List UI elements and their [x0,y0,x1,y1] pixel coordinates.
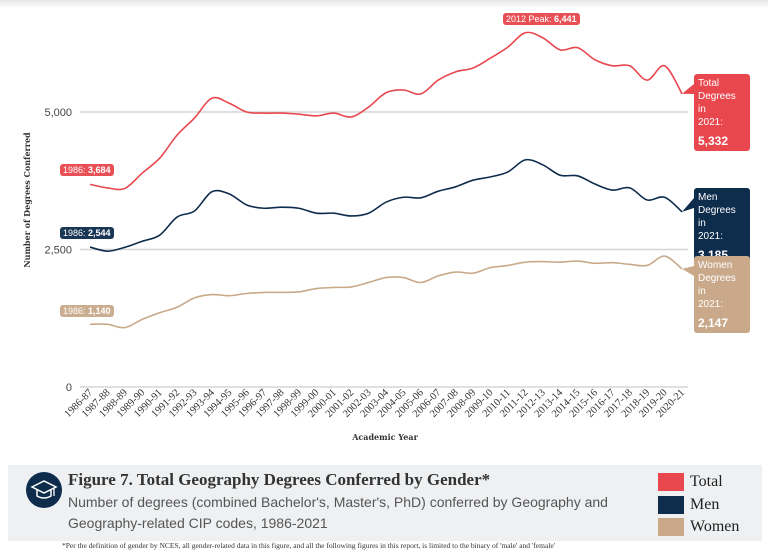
top-shade [0,0,768,8]
callout-label: Degrees in [698,273,736,297]
legend: Total Men Women [658,471,739,539]
callout-label: Degrees in [698,91,736,115]
start-women-label: 1986: 1,140 [60,305,114,317]
legend-swatch [658,473,684,492]
y-tick-label: 2,500 [44,245,72,257]
callout-label: 2021: [698,117,724,128]
start-total-label: 1986: 3,684 [60,164,114,176]
legend-swatch [658,495,684,514]
series-line-total [89,31,683,191]
callout-label: Total [698,78,720,89]
callout-pointer [682,198,694,212]
callout-label: 2021: [698,231,724,242]
series-line-women [89,255,683,329]
legend-item-men: Men [658,494,739,517]
x-axis-title: Academic Year [351,432,418,442]
end-women-callout: Women Degrees in 2021: 2,147 [694,256,750,333]
end-total-callout: Total Degrees in 2021: 5,332 [694,74,750,151]
figure-subtitle: Number of degrees (combined Bachelor's, … [68,494,608,531]
caption-panel [8,465,762,541]
legend-label: Men [690,495,720,513]
callout-label: Women [698,260,733,271]
y-tick-label: 5,000 [44,107,72,119]
end-men-callout: Men Degrees in 2021: 3,185 [694,188,750,265]
y-axis-title: Number of Degrees Conferred [22,132,32,268]
line-chart: 02,5005,0001986-871987-881988-891989-901… [22,31,694,442]
y-tick-label: 0 [66,382,72,394]
legend-label: Women [690,518,740,536]
graduation-cap-icon [26,472,62,508]
callout-label: Men [698,192,718,203]
figure-title: Figure 7. Total Geography Degrees Confer… [68,470,491,489]
callout-label: 2021: [698,299,724,310]
legend-item-women: Women [658,516,739,539]
legend-label: Total [690,473,723,491]
legend-item-total: Total [658,471,739,494]
start-men-label: 1986: 2,544 [60,227,114,239]
legend-swatch [658,518,684,537]
callout-pointer [682,84,694,94]
callout-value: 2,147 [698,316,729,330]
callout-label: Degrees in [698,205,736,229]
callout-pointer [682,266,694,276]
callout-value: 5,332 [698,134,729,148]
peak-label: 2012 Peak: 6,441 [503,13,580,25]
footnote: *Per the definition of gender by NCES, a… [62,541,556,550]
series-line-men [89,158,683,252]
